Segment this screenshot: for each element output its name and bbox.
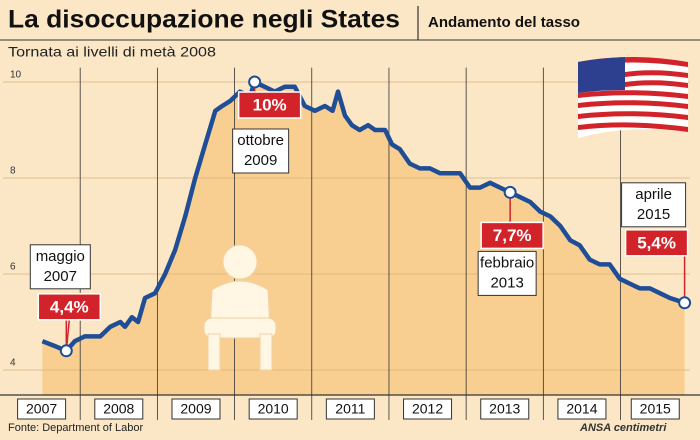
annotation-value-box bbox=[237, 91, 302, 119]
x-tick-label: 2013 bbox=[489, 401, 520, 417]
annotation-text: ottobre bbox=[237, 132, 284, 149]
annotation-marker bbox=[678, 296, 692, 310]
x-tick-box bbox=[403, 398, 453, 420]
annotation-text: 2013 bbox=[490, 274, 523, 291]
y-tick-label: 6 bbox=[10, 262, 16, 273]
annotation-marker bbox=[503, 185, 517, 199]
x-tick-label: 2012 bbox=[412, 401, 443, 417]
area bbox=[42, 82, 685, 395]
y-tick-label: 4 bbox=[10, 358, 16, 369]
annotation-value-box bbox=[480, 221, 544, 250]
line bbox=[41, 79, 686, 354]
annotation-marker bbox=[248, 75, 262, 89]
x-tick-label: 2015 bbox=[640, 401, 671, 417]
source-note: Fonte: Department of Labor bbox=[8, 422, 143, 434]
x-tick-label: 2014 bbox=[566, 401, 597, 417]
y-tick-label: 8 bbox=[10, 166, 16, 177]
person-icon bbox=[203, 244, 277, 371]
credit: ANSA centimetri bbox=[579, 422, 667, 434]
chart-title: La disoccupazione negli States bbox=[8, 6, 400, 34]
us-flag bbox=[578, 57, 688, 138]
annotation-box bbox=[621, 182, 687, 228]
x-tick-box bbox=[248, 398, 298, 420]
x-tick-label: 2010 bbox=[258, 401, 289, 417]
annotation-box bbox=[29, 244, 91, 290]
annotation-text: 2007 bbox=[44, 268, 77, 285]
x-tick-box bbox=[94, 398, 144, 420]
plot-area: 4 6 8 10 2007 2008 2009 2010 2011 2012 2013 2014 201… bbox=[0, 67, 700, 420]
annotation-value-box bbox=[624, 229, 689, 257]
x-tick-label: 2011 bbox=[335, 401, 365, 417]
x-tick-label: 2008 bbox=[103, 401, 134, 417]
chart-subtitle-right: Andamento del tasso bbox=[428, 14, 580, 31]
x-tick-box bbox=[480, 398, 530, 420]
annotation-box bbox=[232, 128, 290, 174]
x-tick-label: 2007 bbox=[26, 401, 57, 417]
x-tick-box bbox=[17, 398, 67, 420]
annotation-value: 4,4% bbox=[50, 297, 89, 316]
x-tick-box bbox=[325, 398, 375, 420]
annotation-text: 2009 bbox=[244, 152, 277, 169]
annotation-text: aprile bbox=[635, 186, 672, 203]
annotation-text: maggio bbox=[36, 248, 85, 265]
annotation-text: febbraio bbox=[480, 254, 534, 271]
annotation-text: 2015 bbox=[637, 206, 670, 223]
chart-subtitle: Tornata ai livelli di metà 2008 bbox=[8, 44, 216, 60]
x-tick-label: 2009 bbox=[180, 401, 211, 417]
annotation-value: 10% bbox=[253, 95, 287, 114]
annotation-value-box bbox=[37, 293, 102, 321]
annotation-value: 7,7% bbox=[493, 226, 532, 245]
x-tick-box bbox=[171, 398, 221, 420]
annotation-value: 5,4% bbox=[637, 233, 676, 252]
annotation-marker bbox=[59, 344, 73, 358]
x-tick-box bbox=[557, 398, 607, 420]
y-tick-label: 10 bbox=[10, 70, 22, 81]
x-tick-box bbox=[630, 398, 680, 420]
annotation-box bbox=[477, 250, 537, 296]
